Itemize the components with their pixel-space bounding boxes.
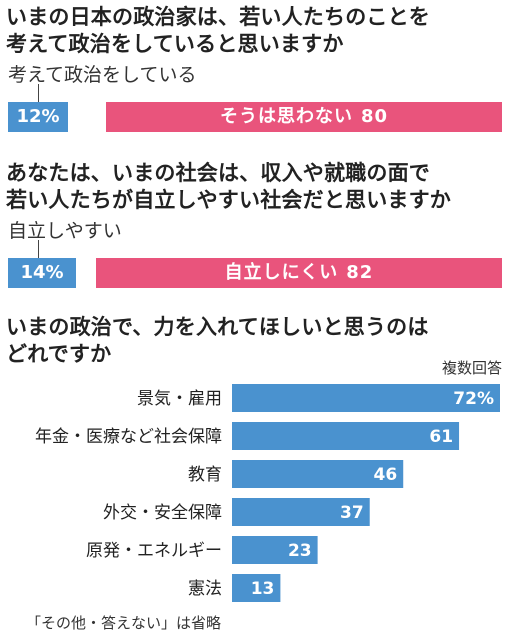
priority-bar	[232, 460, 404, 488]
category-label: 外交・安全保障	[103, 503, 222, 523]
priority-bar	[232, 574, 281, 602]
q1-no-label: そうは思わない	[219, 106, 353, 127]
q1-yes-value: 12%	[16, 106, 60, 127]
q2-no-label: 自立しにくい	[224, 262, 339, 283]
q2-leader-line	[38, 240, 39, 258]
q2-no-bar: 自立しにくい 82	[96, 258, 502, 288]
q2-no-text: 自立しにくい 82	[96, 258, 502, 288]
category-label: 憲法	[188, 578, 222, 599]
q1-no-text: そうは思わない 80	[106, 102, 502, 132]
question1-title: いまの日本の政治家は、若い人たちのことを 考えて政治をしていると思いますか	[6, 5, 430, 56]
question3-title: いまの政治で、力を入れてほしいと思うのは どれですか	[6, 315, 429, 366]
priority-bar	[232, 422, 460, 450]
q2-no-value: 82	[346, 262, 374, 283]
footnote: 「その他・答えない」は省略	[26, 614, 222, 632]
priorities-bar-chart: 景気・雇用 72% 年金・医療など社会保障 61 教育 46 外交・安全保障 37 原発・エネル…	[35, 384, 500, 602]
priority-bar	[232, 536, 318, 564]
q2-yes-label: 自立しやすい	[8, 220, 122, 242]
value-label: 72%	[453, 389, 494, 409]
category-label: 原発・エネルギー	[86, 541, 222, 561]
category-label: 教育	[188, 465, 222, 485]
priority-bar	[232, 498, 370, 526]
q1-leader-line	[38, 84, 39, 102]
question2-title: あなたは、いまの社会は、収入や就職の面で 若い人たちが自立しやすい社会だと思いま…	[6, 161, 451, 212]
value-label: 13	[251, 579, 275, 599]
q1-no-value: 80	[360, 106, 389, 127]
q1-no-bar: そうは思わない 80	[106, 102, 502, 132]
priority-bar	[232, 384, 500, 412]
value-label: 37	[340, 503, 364, 523]
value-label: 23	[288, 541, 312, 561]
q1-yes-label: 考えて政治をしている	[8, 64, 197, 86]
value-label: 61	[429, 427, 453, 447]
q2-yes-bar: 14%	[8, 258, 76, 288]
value-label: 46	[374, 465, 398, 485]
category-label: 景気・雇用	[137, 389, 222, 409]
q2-yes-value: 14%	[20, 262, 64, 283]
category-label: 年金・医療など社会保障	[35, 427, 222, 447]
multiple-answer-note: 複数回答	[441, 359, 502, 377]
q1-yes-bar: 12%	[8, 102, 68, 132]
